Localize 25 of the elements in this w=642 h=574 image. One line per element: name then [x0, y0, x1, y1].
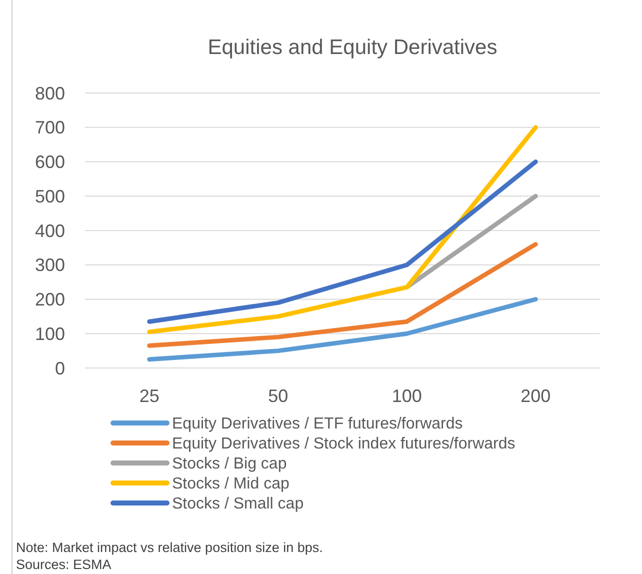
- line-series: [147, 297, 538, 362]
- legend-label: Equity Derivatives / ETF futures/forwards: [172, 416, 463, 433]
- line-series: [147, 160, 538, 324]
- line-series: [147, 242, 538, 348]
- y-tick-label: 0: [54, 358, 65, 378]
- x-tick-label: 50: [268, 386, 288, 406]
- y-tick-label: 100: [34, 324, 65, 344]
- y-tick-label: 700: [34, 118, 65, 138]
- x-tick-label: 100: [392, 386, 422, 406]
- y-tick-label: 800: [34, 83, 65, 104]
- y-tick-label: 200: [34, 290, 65, 310]
- chart-title: Equities and Equity Derivatives: [208, 36, 498, 59]
- y-tick-label: 400: [34, 220, 65, 241]
- legend-label: Stocks / Small cap: [172, 496, 304, 513]
- y-tick-label: 600: [34, 152, 65, 172]
- legend-label: Stocks / Mid cap: [172, 476, 290, 493]
- line-series: [147, 125, 538, 334]
- y-tick-label: 500: [34, 186, 65, 206]
- x-tick-label: 25: [139, 386, 160, 406]
- y-tick-label: 300: [34, 255, 65, 276]
- legend-label: Equity Derivatives / Stock index futures/forwards: [172, 436, 516, 453]
- text: Note: Market impact vs relative position size in bps.: [16, 540, 323, 555]
- legend-label: Stocks / Big cap: [172, 456, 287, 473]
- source-note: Sources: ESMA: [16, 557, 112, 572]
- x-tick-label: 200: [520, 386, 551, 406]
